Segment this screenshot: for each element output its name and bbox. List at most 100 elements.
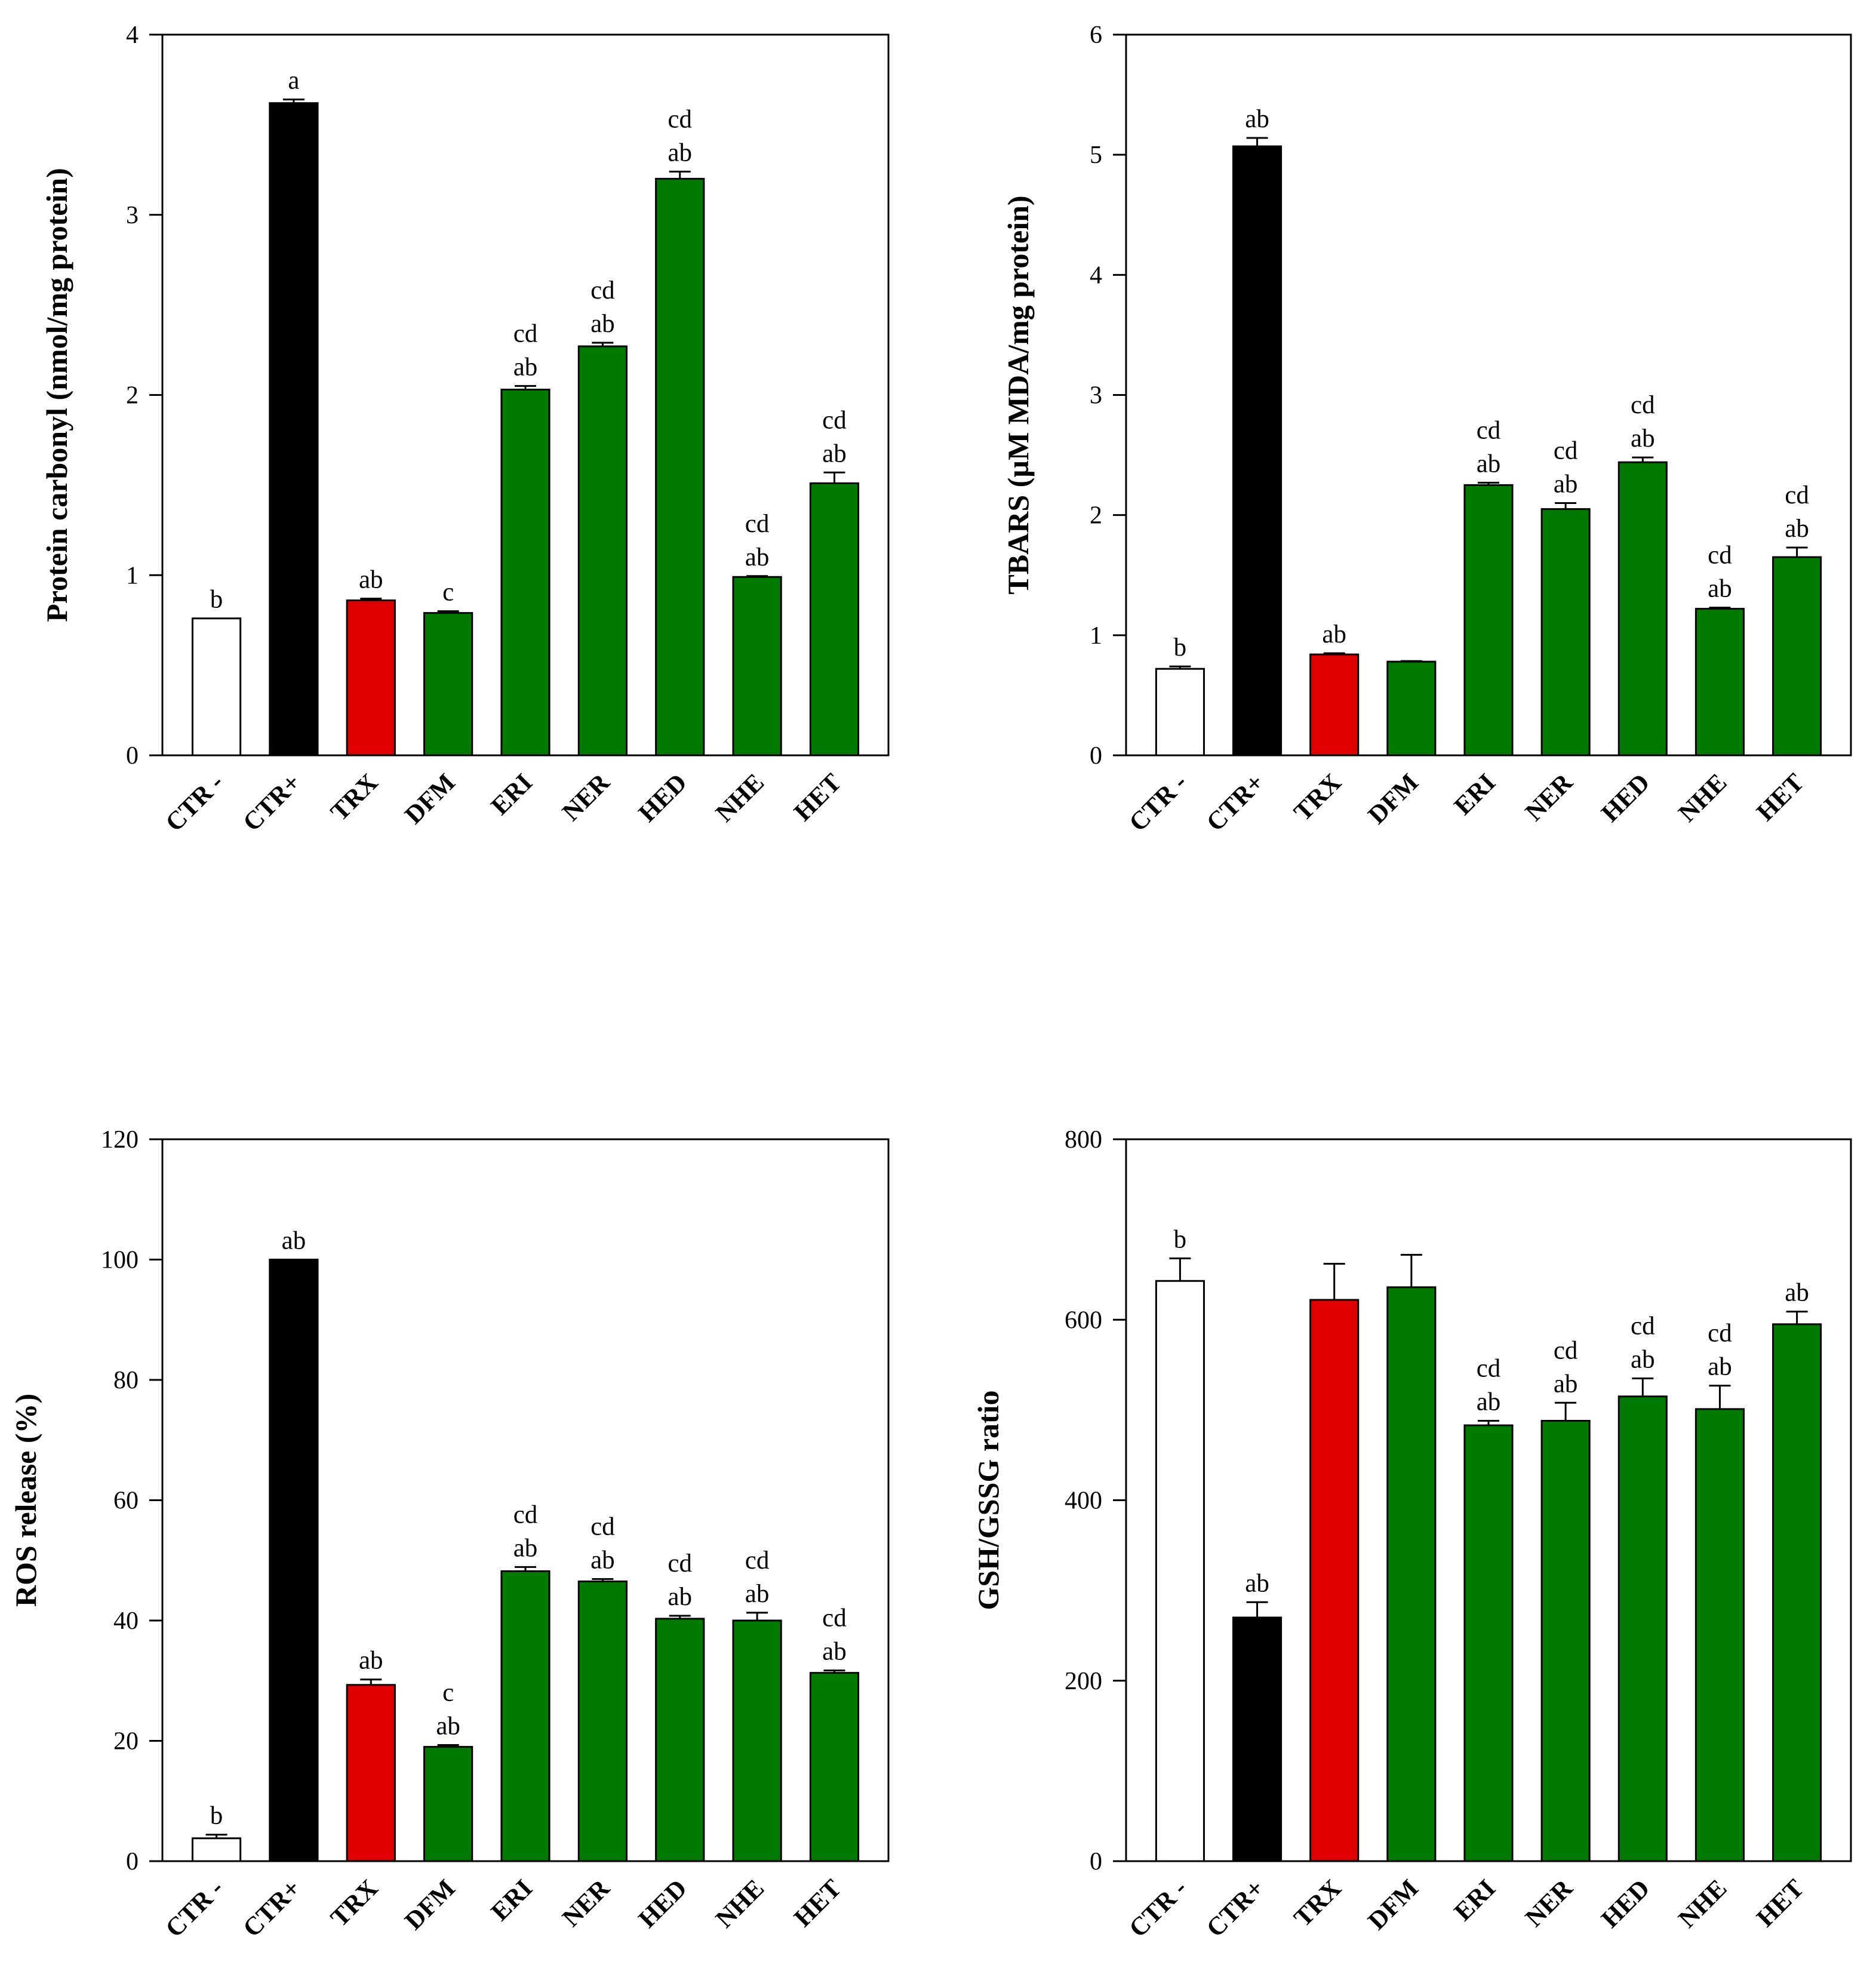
y-tick-label: 2 bbox=[1090, 502, 1102, 530]
bar-trx bbox=[346, 1684, 396, 1862]
y-tick-label: 600 bbox=[1065, 1306, 1102, 1334]
y-tick-label: 4 bbox=[1090, 262, 1102, 289]
y-tick-label: 0 bbox=[1090, 742, 1102, 770]
significance-label: cd bbox=[513, 1501, 538, 1529]
bar-ner bbox=[577, 345, 628, 757]
y-tick-label: 2 bbox=[126, 382, 139, 410]
significance-label: ab bbox=[668, 1583, 692, 1611]
significance-label: ab bbox=[359, 1647, 383, 1675]
significance-label: cd bbox=[668, 1549, 692, 1578]
significance-label: ab bbox=[513, 1534, 538, 1562]
significance-label: b bbox=[1174, 634, 1187, 662]
y-tick-label: 120 bbox=[101, 1126, 139, 1154]
y-tick-label: 800 bbox=[1065, 1126, 1102, 1154]
bar-het bbox=[809, 482, 860, 757]
bar-hed bbox=[1617, 1395, 1668, 1862]
y-tick-label: 80 bbox=[113, 1367, 139, 1394]
bar-ctr-plus bbox=[269, 1259, 319, 1862]
significance-label: b bbox=[1174, 1225, 1187, 1253]
y-tick-label: 4 bbox=[126, 21, 139, 49]
significance-label: ab bbox=[1785, 1279, 1809, 1307]
significance-label: ab bbox=[745, 1580, 770, 1608]
bar-het bbox=[1772, 556, 1822, 757]
bar-dfm bbox=[1386, 660, 1437, 757]
significance-label: ab bbox=[1631, 425, 1655, 453]
significance-label: b bbox=[210, 586, 223, 614]
significance-label: cd bbox=[822, 406, 847, 434]
y-tick-label: 5 bbox=[1090, 142, 1102, 169]
significance-label: cd bbox=[591, 1512, 615, 1541]
y-axis-label: GSH/GSSG ratio bbox=[971, 1390, 1005, 1610]
bar-ner bbox=[577, 1581, 628, 1862]
bar-het bbox=[1772, 1323, 1822, 1862]
bar-ner bbox=[1540, 1420, 1591, 1862]
significance-label: ab bbox=[1708, 575, 1732, 603]
bar-ctr-plus bbox=[1232, 1616, 1283, 1862]
significance-label: ab bbox=[591, 310, 615, 338]
bar-hed bbox=[1617, 461, 1668, 757]
bar-nhe bbox=[732, 576, 782, 757]
significance-label: cd bbox=[668, 105, 692, 133]
bar-dfm bbox=[423, 1746, 473, 1862]
bar-nhe bbox=[732, 1619, 782, 1862]
significance-label: cd bbox=[1631, 391, 1655, 419]
bar-ner bbox=[1540, 508, 1591, 757]
significance-label: cd bbox=[1554, 437, 1578, 465]
bar-eri bbox=[500, 388, 551, 757]
y-tick-label: 0 bbox=[126, 1848, 139, 1875]
significance-label: ab bbox=[513, 353, 538, 381]
bar-eri bbox=[500, 1570, 551, 1862]
significance-label: ab bbox=[1708, 1353, 1732, 1381]
significance-label: cd bbox=[1785, 481, 1809, 509]
bar-dfm bbox=[1386, 1286, 1437, 1862]
y-tick-label: 1 bbox=[1090, 622, 1102, 650]
significance-label: ab bbox=[591, 1546, 615, 1574]
bar-ctr-plus bbox=[1232, 145, 1283, 757]
bar-ctr-minus bbox=[191, 617, 242, 757]
y-tick-label: 20 bbox=[113, 1728, 139, 1755]
y-axis-label: ROS release (%) bbox=[9, 1394, 42, 1607]
significance-label: ab bbox=[282, 1227, 306, 1255]
y-tick-label: 0 bbox=[1090, 1848, 1102, 1875]
bar-dfm bbox=[423, 612, 473, 757]
significance-label: ab bbox=[822, 1638, 847, 1666]
bar-trx bbox=[1309, 653, 1360, 757]
y-tick-label: 3 bbox=[126, 202, 139, 229]
bar-trx bbox=[346, 599, 396, 757]
bar-ctr-plus bbox=[269, 102, 319, 757]
significance-label: ab bbox=[1322, 620, 1346, 648]
bar-ctr-minus bbox=[1155, 1280, 1205, 1862]
y-tick-label: 1 bbox=[126, 562, 139, 589]
bar-hed bbox=[655, 177, 705, 757]
significance-label: ab bbox=[822, 439, 847, 468]
y-axis-label: Protein carbonyl (nmol/mg protein) bbox=[40, 168, 73, 622]
bar-nhe bbox=[1694, 608, 1745, 757]
y-tick-label: 40 bbox=[113, 1607, 139, 1635]
significance-label: cd bbox=[1477, 1355, 1501, 1383]
significance-label: ab bbox=[359, 565, 383, 594]
significance-label: cd bbox=[1477, 416, 1501, 444]
significance-label: c bbox=[442, 1679, 454, 1707]
y-tick-label: 3 bbox=[1090, 382, 1102, 410]
y-tick-label: 0 bbox=[126, 742, 139, 770]
significance-label: cd bbox=[745, 510, 770, 538]
y-tick-label: 100 bbox=[101, 1247, 139, 1274]
bar-eri bbox=[1463, 1424, 1514, 1862]
significance-label: cd bbox=[513, 319, 538, 348]
significance-label: cd bbox=[1631, 1312, 1655, 1340]
significance-label: ab bbox=[1245, 1569, 1269, 1597]
bar-ctr-minus bbox=[1155, 668, 1205, 757]
bar-ctr-minus bbox=[191, 1837, 242, 1862]
significance-label: cd bbox=[1554, 1336, 1578, 1364]
significance-label: cd bbox=[1708, 1320, 1732, 1348]
significance-label: ab bbox=[668, 139, 692, 167]
significance-label: cd bbox=[591, 276, 615, 305]
significance-label: ab bbox=[436, 1712, 460, 1741]
y-tick-label: 60 bbox=[113, 1487, 139, 1515]
significance-label: ab bbox=[1245, 105, 1269, 133]
y-axis-label: TBARS (µM MDA/mg protein) bbox=[1001, 195, 1035, 594]
significance-label: cd bbox=[1708, 542, 1732, 570]
significance-label: ab bbox=[1554, 471, 1578, 499]
